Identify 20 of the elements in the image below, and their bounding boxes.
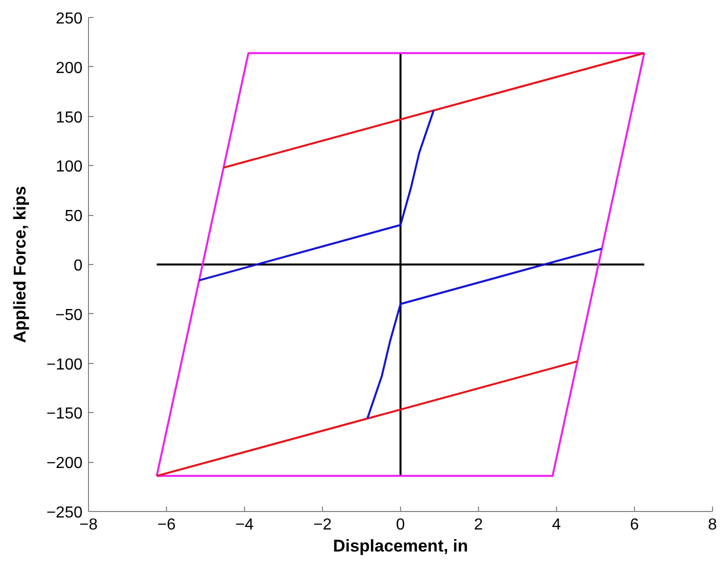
y-tick-label: −200 [46,455,83,472]
x-axis-title: Displacement, in [332,536,468,556]
y-tick-label: −100 [46,356,83,374]
y-tick-label: 150 [56,109,83,126]
y-tick-label: 100 [56,158,83,176]
x-tick-label: 2 [474,516,484,534]
x-tick-label: 0 [396,516,406,534]
y-tick-label: 0 [74,258,83,274]
y-tick-label: −50 [55,306,83,324]
y-tick-label: 200 [56,60,83,77]
x-tick-label: −2 [313,516,332,534]
x-tick-label: 6 [630,516,640,534]
y-tick-label: 250 [56,10,83,28]
x-tick-label: −6 [157,516,176,534]
y-tick-label: −150 [46,406,83,423]
x-tick-label: 4 [552,516,562,534]
y-tick-label: 50 [64,208,83,226]
x-tick-label: 8 [708,516,718,534]
x-tick-label: −4 [235,516,254,534]
y-axis-title: Applied Force, kips [10,186,30,343]
